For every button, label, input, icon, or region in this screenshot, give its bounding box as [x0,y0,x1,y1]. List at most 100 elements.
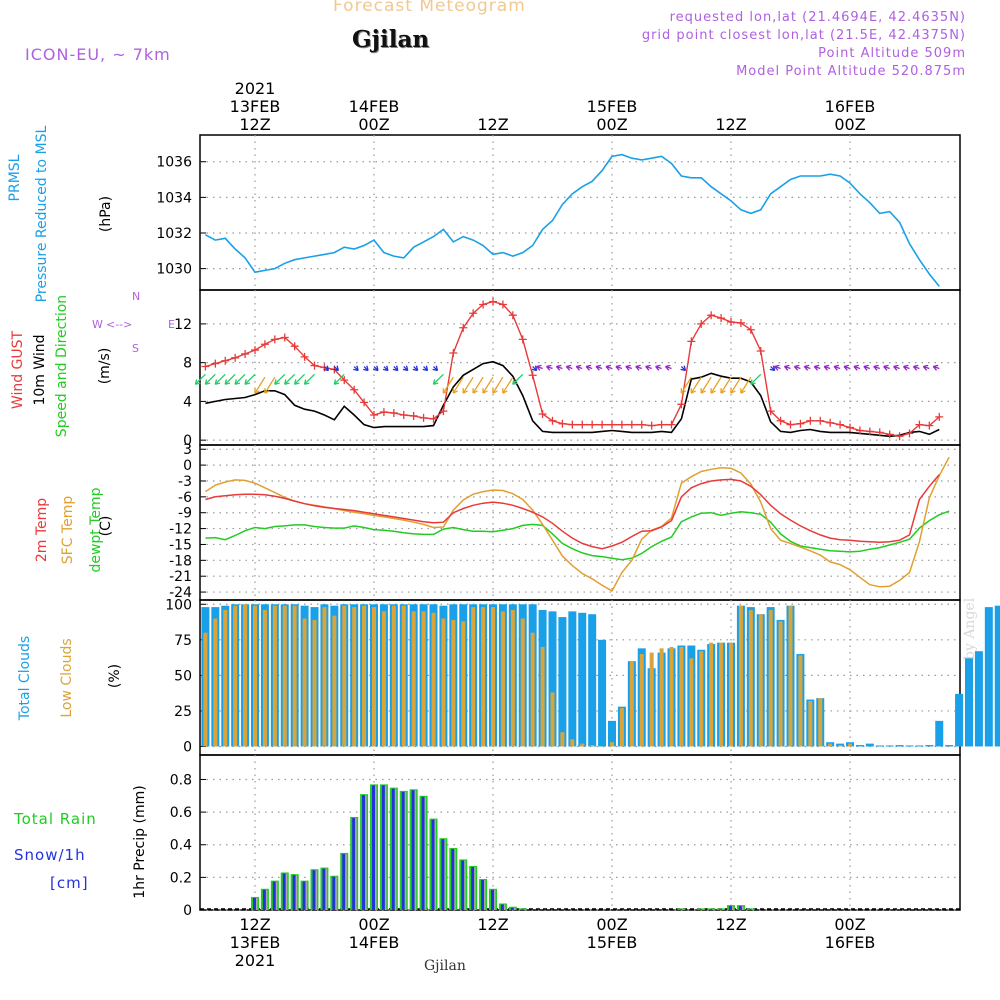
bar [272,881,276,910]
data-point [290,342,299,351]
x-tick-label-top: 15FEB [587,97,638,116]
wind-arrow [472,376,484,394]
wind-arrowhead [595,364,602,371]
wind-arrowhead [873,364,879,371]
bar [768,609,773,747]
bar [697,908,706,910]
data-point [300,352,309,361]
bar [568,611,577,747]
wind-arrowhead [575,364,582,371]
bar [441,618,446,747]
y-tick-label: -12 [169,522,192,538]
bar [994,605,1000,747]
bar [629,661,634,747]
wind-arrowhead [432,365,439,372]
wind-arrow [224,373,236,385]
bar [491,889,494,910]
bar [401,605,406,747]
y-tick-label: 100 [165,597,192,613]
x-tick-label-top: 12Z [477,115,508,134]
wind-arrowhead [492,388,498,394]
data-point [568,420,577,429]
data-point [221,356,230,365]
bar [292,605,297,747]
wind-arrowhead [422,365,429,372]
wind-arrowhead [323,365,330,372]
data-point [409,411,418,420]
bar [372,607,376,747]
data-point [558,419,567,428]
wind-arrow [482,376,494,394]
wind-arrowhead [665,364,671,371]
bar [722,909,724,910]
wind-arrow [740,376,752,394]
bar [682,909,684,910]
wind-arrowhead [720,388,726,394]
bar [659,648,664,747]
data-point [251,346,259,355]
bar [578,612,587,747]
bar [312,619,317,747]
x-tick-label-bottom: 12Z [239,915,270,934]
bar [342,853,346,910]
bar [305,881,308,910]
wind-arrowhead [655,364,661,371]
wind-arrow [680,376,692,394]
bar [262,609,267,747]
bar [391,605,396,747]
bar [500,904,504,910]
x-tick-label-bottom: 00Z [358,915,389,934]
bar [732,906,734,910]
data-point [598,420,607,429]
data-point [340,376,349,385]
wind-arrowhead [482,388,488,394]
y-tick-label: -15 [169,537,192,553]
bar [619,708,624,747]
data-point [816,416,825,425]
x-tick-label-bottom: 15FEB [587,933,638,952]
wind-arrowhead [363,365,369,372]
bar [431,819,435,910]
bar [580,743,585,747]
data-point [270,335,279,344]
data-point [727,317,735,326]
y-tick-label: 1034 [156,190,192,206]
wind-arrowhead [922,364,929,371]
wind-arrow [333,373,345,385]
wind-arrowhead [284,379,290,385]
bar [974,651,983,747]
bar [362,795,366,910]
data-point [498,300,507,309]
y-tick-label: 0.4 [170,838,192,854]
bar [461,621,466,747]
wind-arrow [214,373,226,385]
wind-arrow [452,376,464,394]
wind-arrow [502,376,514,394]
data-point [707,311,716,320]
wind-arrowhead [710,388,716,394]
y-tick-label: 0 [183,739,192,755]
y-tick-label: 0.6 [170,805,192,821]
x-tick-label-top: 14FEB [349,97,400,116]
bar [444,839,446,910]
wind-arrow [690,376,702,394]
data-point [578,420,587,429]
wind-arrowhead [293,379,300,385]
data-point [201,362,210,371]
bar [233,605,238,747]
bar [464,860,466,910]
bar [503,904,506,910]
wind-arrowhead [555,364,562,371]
bar [384,785,387,910]
bar [451,849,455,910]
bar [679,646,684,747]
wind-arrow [710,376,722,394]
x-tick-label-bottom: 2021 [235,951,276,970]
bar [520,909,524,910]
data-point [677,400,686,409]
series-line [205,510,950,561]
wind-arrowhead [531,365,538,372]
bar [471,607,476,747]
bar [262,889,266,910]
x-tick-label-top: 00Z [358,115,389,134]
